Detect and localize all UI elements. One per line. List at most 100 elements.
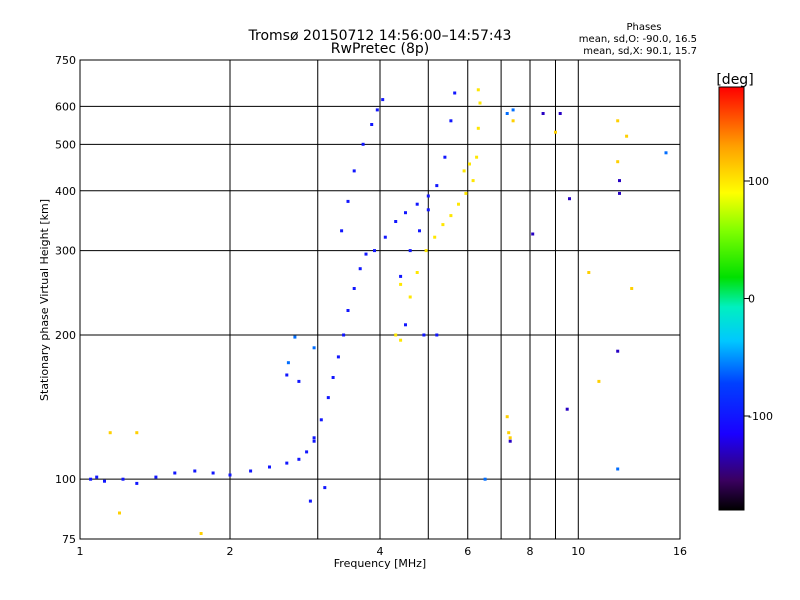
plot-frame [79, 59, 681, 540]
y-tick-label: 75 [62, 533, 76, 546]
data-point [331, 376, 335, 379]
data-point [286, 361, 290, 365]
colorbar-ticks: 100 0 -100 [744, 175, 773, 423]
plot-area: 1 2 4 6 8 10 16 75 100 200 300 400 500 600 750 [55, 54, 687, 558]
data-point [285, 461, 289, 465]
data-point [285, 373, 289, 377]
data-point [352, 287, 356, 290]
data-point [249, 469, 253, 473]
data-point [399, 338, 403, 342]
data-point [449, 119, 453, 123]
data-point [505, 112, 509, 115]
data-point [293, 335, 297, 339]
phase-box-title: Phases [626, 22, 661, 33]
data-point [415, 271, 419, 274]
data-point [422, 333, 426, 337]
data-point [565, 407, 569, 411]
colorbar-tick-label: 0 [748, 293, 755, 306]
data-point [616, 349, 620, 353]
data-point [441, 223, 445, 227]
data-point [568, 197, 571, 201]
data-point [108, 431, 112, 435]
data-point [426, 208, 430, 212]
data-point [373, 249, 376, 253]
data-point [383, 235, 387, 239]
data-point [625, 134, 629, 138]
data-point [618, 179, 621, 183]
data-point [118, 511, 121, 515]
data-point [319, 418, 323, 422]
data-point [342, 333, 346, 337]
data-point [418, 229, 421, 233]
x-tick-label: 6 [464, 545, 471, 558]
y-axis-ticks: 75 100 200 300 400 500 600 750 [55, 54, 76, 546]
data-point [346, 199, 350, 203]
chart-title: Tromsø 20150712 14:56:00–14:57:43 [248, 28, 512, 44]
data-point [558, 112, 562, 115]
data-point [103, 479, 106, 483]
phase-box-line-x: mean, sd,X: 90.1, 15.7 [583, 46, 697, 57]
data-point [173, 471, 177, 475]
data-point [476, 126, 480, 130]
data-point [305, 450, 309, 454]
data-point [358, 267, 362, 271]
data-point [399, 274, 403, 278]
x-axis-label: Frequency [MHz] [334, 557, 426, 570]
x-tick-label: 4 [377, 545, 384, 558]
data-point [531, 232, 535, 236]
data-point [408, 249, 412, 253]
data-point [297, 457, 301, 461]
data-point [308, 499, 312, 503]
data-point [364, 252, 368, 256]
data-point [268, 465, 271, 469]
y-tick-label: 300 [55, 245, 76, 258]
data-point [89, 477, 93, 481]
data-point [415, 202, 419, 206]
data-point [435, 184, 439, 188]
y-axis-label: Stationary phase Virtual Height [km] [38, 199, 51, 401]
y-tick-label: 500 [55, 138, 76, 151]
y-tick-label: 750 [55, 54, 76, 67]
colorbar-tick-label: -100 [748, 410, 773, 423]
data-point [443, 155, 447, 159]
data-point [616, 119, 620, 123]
data-point [511, 108, 515, 112]
data-point [508, 436, 512, 440]
data-point [435, 333, 439, 337]
data-point [449, 214, 453, 218]
data-point [121, 477, 125, 481]
data-point [462, 169, 466, 173]
y-tick-label: 200 [55, 329, 76, 342]
data-point [468, 162, 471, 166]
data-point [464, 191, 468, 195]
data-point [228, 473, 232, 477]
data-point [505, 415, 509, 419]
data-point [508, 439, 512, 443]
data-point [457, 202, 460, 206]
data-point [433, 235, 437, 239]
data-point [408, 295, 412, 299]
data-point [346, 309, 350, 312]
data-point [211, 471, 215, 475]
data-point [541, 112, 545, 115]
data-point [399, 282, 403, 286]
data-points [89, 88, 668, 535]
data-point [312, 439, 316, 443]
data-point [297, 379, 301, 383]
data-point [475, 155, 479, 159]
data-point [381, 98, 385, 102]
data-point [394, 333, 398, 337]
data-point [336, 355, 340, 359]
data-point [476, 88, 480, 92]
data-point [424, 249, 428, 253]
data-point [478, 101, 482, 105]
data-point [340, 229, 344, 233]
data-point [616, 467, 620, 471]
data-point [453, 91, 457, 95]
data-point [312, 346, 316, 350]
phase-box-line-o: mean, sd,O: -90.0, 16.5 [579, 34, 697, 45]
x-tick-label: 8 [527, 545, 534, 558]
colorbar-label: [deg] [716, 72, 753, 88]
data-point [426, 194, 430, 198]
